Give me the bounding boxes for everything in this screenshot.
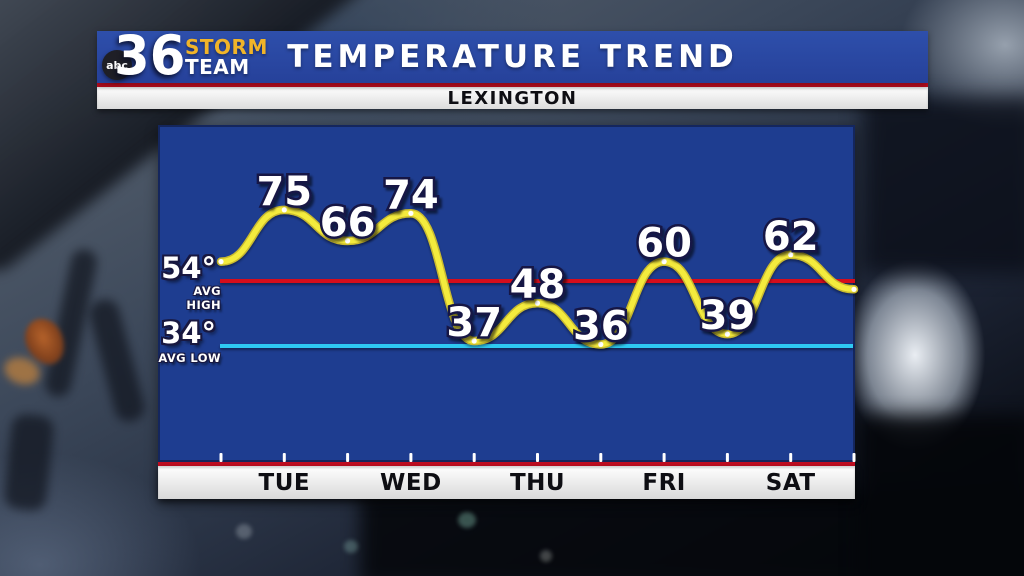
axis-tick <box>409 453 413 462</box>
avg-low-value: 34° <box>161 316 216 350</box>
axis-tick <box>725 453 729 462</box>
background-dark-water <box>862 98 1024 273</box>
data-point <box>281 207 287 213</box>
axis-tick <box>852 453 856 462</box>
storm-text: STORM <box>185 35 268 59</box>
background-bokeh-spot <box>540 550 552 562</box>
axis-tick <box>346 453 350 462</box>
data-point <box>724 331 731 337</box>
axis-tick <box>219 453 223 462</box>
background-bokeh-spot <box>344 540 358 553</box>
data-point <box>851 286 857 292</box>
day-axis: TUE WED THU FRI SAT <box>158 466 855 499</box>
temperature-trend-chart: 75 66 74 37 48 36 60 39 62 54° AVG HIGH 34° AVG … <box>158 125 859 499</box>
day-label-thu: THU <box>509 469 566 496</box>
temp-value-label: 36 <box>573 303 629 349</box>
station-logo: abc 36 STORM TEAM <box>99 24 269 87</box>
title-banner: TEMPERATURE TREND abc 36 STORM TEAM <box>97 24 928 87</box>
axis-tick <box>472 453 476 462</box>
axis-tick <box>789 453 793 462</box>
location-label: LEXINGTON <box>97 87 928 109</box>
day-label-fri: FRI <box>642 469 686 496</box>
day-label-sat: SAT <box>765 469 816 496</box>
plot-area: 75 66 74 37 48 36 60 39 62 54° AVG HIGH 34° AVG … <box>158 125 859 462</box>
background-dark-water <box>858 415 1024 576</box>
data-point <box>471 338 477 344</box>
temp-value-label: 48 <box>510 262 566 308</box>
data-point <box>788 252 794 258</box>
axis-tick <box>282 453 286 462</box>
day-label-tue: TUE <box>258 469 311 496</box>
day-label-wed: WED <box>380 469 442 496</box>
temp-value-label: 62 <box>763 214 819 260</box>
temp-value-label: 75 <box>256 169 312 215</box>
axis-tick <box>536 453 539 462</box>
background-bokeh-spot <box>458 512 476 528</box>
header: TEMPERATURE TREND abc 36 STORM TEAM LEXI… <box>97 24 928 109</box>
header-divider <box>97 83 928 87</box>
temp-value-label: 39 <box>700 293 756 339</box>
temp-value-label: 60 <box>636 221 692 267</box>
data-point <box>661 259 667 265</box>
abc-network-icon: abc <box>102 50 132 80</box>
data-point <box>408 210 414 216</box>
data-point <box>218 259 224 265</box>
axis-divider <box>158 462 855 466</box>
axis-tick <box>662 453 666 462</box>
axis-tick <box>599 453 603 462</box>
storm-team-wordmark: STORM TEAM <box>185 37 268 77</box>
data-point <box>534 300 541 306</box>
channel-number: 36 <box>114 24 186 87</box>
temp-value-label: 37 <box>446 300 502 346</box>
page-title: TEMPERATURE TREND <box>287 39 738 75</box>
avg-high-caption: AVG HIGH <box>186 284 221 312</box>
team-text: TEAM <box>185 55 250 79</box>
avg-high-value: 54° <box>161 251 216 285</box>
temp-value-label: 66 <box>320 200 376 246</box>
avg-low-caption: AVG LOW <box>158 351 221 365</box>
data-point <box>345 238 351 244</box>
data-point <box>598 341 604 347</box>
background-bokeh-spot <box>236 524 252 539</box>
temp-value-label: 74 <box>383 172 439 218</box>
